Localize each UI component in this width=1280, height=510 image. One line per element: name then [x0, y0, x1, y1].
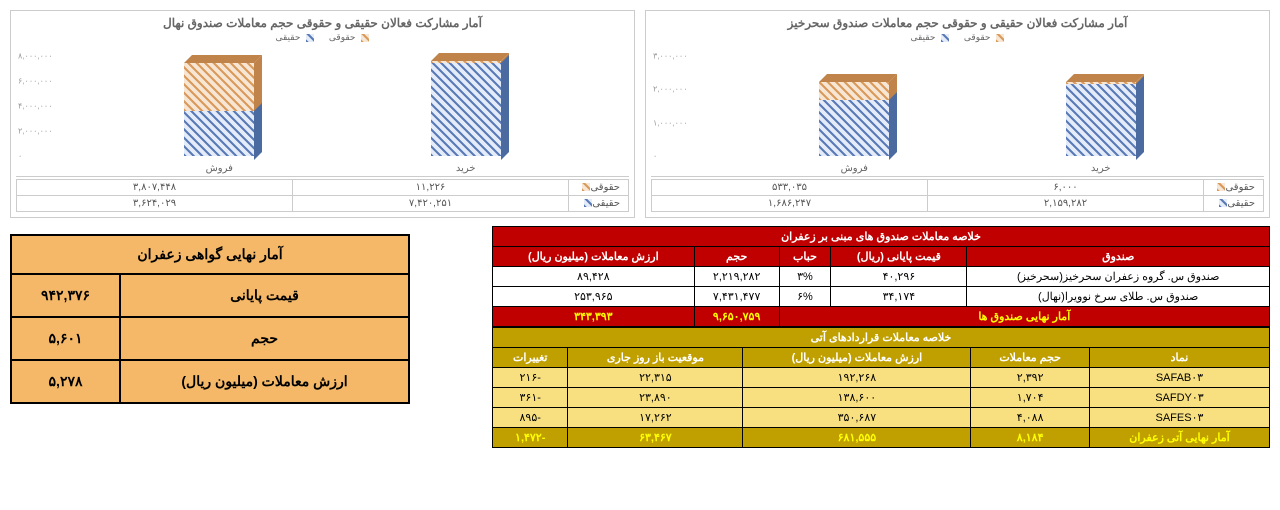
legend-cell: حقوقی [569, 180, 629, 196]
col-header: حجم [694, 247, 779, 267]
cert-value: ۹۴۲,۳۷۶ [11, 274, 120, 317]
col-header: حجم معاملات [971, 348, 1090, 368]
sum-cell: ۶۸۱,۵۵۵ [743, 428, 971, 448]
chart-legend: حقوقی حقیقی [16, 32, 629, 43]
data-cell: ۲,۱۵۹,۲۸۲ [928, 196, 1204, 212]
cell: ۲,۳۹۲ [971, 368, 1090, 388]
cert-value: ۵,۶۰۱ [11, 317, 120, 360]
chart-data-table: حقوقی۱۱,۲۲۶۳,۸۰۷,۴۴۸ حقیقی۷,۴۲۰,۲۵۱۳,۶۲۴,… [16, 179, 629, 212]
chart-title: آمار مشارکت فعالان حقیقی و حقوقی حجم معا… [16, 16, 629, 30]
cert-title: آمار نهایی گواهی زعفران [11, 235, 409, 274]
cert-label: ارزش معاملات (میلیون ریال) [120, 360, 409, 403]
cell: ۳۴,۱۷۴ [831, 287, 967, 307]
cert-label: قیمت پایانی [120, 274, 409, 317]
col-header: تغییرات [493, 348, 568, 368]
cell: ۲,۲۱۹,۲۸۲ [694, 267, 779, 287]
sum-cell: ۶۳,۴۶۷ [568, 428, 743, 448]
col-header: قیمت پایانی (ریال) [831, 247, 967, 267]
chart-area: ۰ ۱,۰۰۰,۰۰۰ ۲,۰۰۰,۰۰۰ ۳,۰۰۰,۰۰۰ خرید فروش [651, 47, 1264, 177]
legend-cell: حقوقی [1204, 180, 1264, 196]
data-cell: ۳,۶۲۴,۰۲۹ [17, 196, 293, 212]
cell: -۲۱۶ [493, 368, 568, 388]
futures-table: خلاصه معاملات قراردادهای آتینمادحجم معام… [492, 327, 1270, 448]
cell: ۴,۰۸۸ [971, 408, 1090, 428]
cert-label: حجم [120, 317, 409, 360]
bar: خرید [1066, 82, 1136, 156]
sum-cell: ۸,۱۸۴ [971, 428, 1090, 448]
sum-cell: -۱,۴۷۲ [493, 428, 568, 448]
col-header: ارزش معاملات (میلیون ریال) [493, 247, 695, 267]
sum-label: آمار نهایی آتی زعفران [1089, 428, 1269, 448]
cell: ۶% [779, 287, 831, 307]
data-cell: ۱۱,۲۲۶ [293, 180, 569, 196]
ytick: ۶,۰۰۰,۰۰۰ [18, 77, 53, 86]
data-cell: ۶,۰۰۰ [928, 180, 1204, 196]
cell: SAFES۰۳ [1089, 408, 1269, 428]
cell: -۸۹۵ [493, 408, 568, 428]
cell: ۲۲,۳۱۵ [568, 368, 743, 388]
bar: فروش [184, 63, 254, 156]
ytick: ۰ [18, 152, 22, 161]
data-cell: ۵۳۳,۰۳۵ [652, 180, 928, 196]
cert-value: ۵,۲۷۸ [11, 360, 120, 403]
cell: ۸۹,۴۲۸ [493, 267, 695, 287]
legend-cell: حقیقی [569, 196, 629, 212]
bar-label: فروش [184, 163, 254, 174]
chart-area: ۰ ۲,۰۰۰,۰۰۰ ۴,۰۰۰,۰۰۰ ۶,۰۰۰,۰۰۰ ۸,۰۰۰,۰۰۰ خری… [16, 47, 629, 177]
cell: ۲۳,۸۹۰ [568, 388, 743, 408]
cell: SAFDY۰۳ [1089, 388, 1269, 408]
col-header: ارزش معاملات (میلیون ریال) [743, 348, 971, 368]
cell: صندوق س. گروه زعفران سحرخیز(سحرخیز) [967, 267, 1270, 287]
bar: فروش [819, 82, 889, 156]
cell: ۱۹۲,۲۶۸ [743, 368, 971, 388]
col-header: حباب [779, 247, 831, 267]
certificate-table: آمار نهایی گواهی زعفرانقیمت پایانی۹۴۲,۳۷… [10, 234, 410, 404]
ytick: ۸,۰۰۰,۰۰۰ [18, 52, 53, 61]
cell: ۱۳۸,۶۰۰ [743, 388, 971, 408]
sum-label: آمار نهایی صندوق ها [779, 307, 1269, 327]
chart-data-table: حقوقی۶,۰۰۰۵۳۳,۰۳۵ حقیقی۲,۱۵۹,۲۸۲۱,۶۸۶,۲۴۷ [651, 179, 1264, 212]
cell: ۴۰,۲۹۶ [831, 267, 967, 287]
cell: -۳۶۱ [493, 388, 568, 408]
cell: ۲۵۳,۹۶۵ [493, 287, 695, 307]
bar-label: خرید [431, 163, 501, 174]
legend-cell: حقیقی [1204, 196, 1264, 212]
ytick: ۳,۰۰۰,۰۰۰ [653, 52, 688, 61]
ytick: ۰ [653, 152, 657, 161]
table-title: خلاصه معاملات قراردادهای آتی [493, 328, 1270, 348]
cell: SAFAB۰۳ [1089, 368, 1269, 388]
chart-title: آمار مشارکت فعالان حقیقی و حقوقی حجم معا… [651, 16, 1264, 30]
cell: ۳% [779, 267, 831, 287]
sum-cell: ۳۴۳,۳۹۳ [493, 307, 695, 327]
ytick: ۴,۰۰۰,۰۰۰ [18, 102, 53, 111]
ytick: ۲,۰۰۰,۰۰۰ [18, 127, 53, 136]
ytick: ۲,۰۰۰,۰۰۰ [653, 85, 688, 94]
data-cell: ۷,۴۲۰,۲۵۱ [293, 196, 569, 212]
cell: ۷,۴۳۱,۴۷۷ [694, 287, 779, 307]
bar-label: خرید [1066, 163, 1136, 174]
ytick: ۱,۰۰۰,۰۰۰ [653, 118, 688, 127]
data-cell: ۱,۶۸۶,۲۴۷ [652, 196, 928, 212]
chart-nahal: آمار مشارکت فعالان حقیقی و حقوقی حجم معا… [10, 10, 635, 218]
chart-saharkhiz: آمار مشارکت فعالان حقیقی و حقوقی حجم معا… [645, 10, 1270, 218]
bar: خرید [431, 61, 501, 156]
cell: ۱,۷۰۴ [971, 388, 1090, 408]
funds-table: خلاصه معاملات صندوق های مبنی بر زعفرانصن… [492, 226, 1270, 327]
cell: ۱۷,۲۶۲ [568, 408, 743, 428]
col-header: نماد [1089, 348, 1269, 368]
col-header: موقعیت باز روز جاری [568, 348, 743, 368]
cell: ۳۵۰,۶۸۷ [743, 408, 971, 428]
table-title: خلاصه معاملات صندوق های مبنی بر زعفران [493, 227, 1270, 247]
chart-legend: حقوقی حقیقی [651, 32, 1264, 43]
bar-label: فروش [819, 163, 889, 174]
cell: صندوق س. طلای سرخ نوویرا(نهال) [967, 287, 1270, 307]
sum-cell: ۹,۶۵۰,۷۵۹ [694, 307, 779, 327]
data-cell: ۳,۸۰۷,۴۴۸ [17, 180, 293, 196]
col-header: صندوق [967, 247, 1270, 267]
